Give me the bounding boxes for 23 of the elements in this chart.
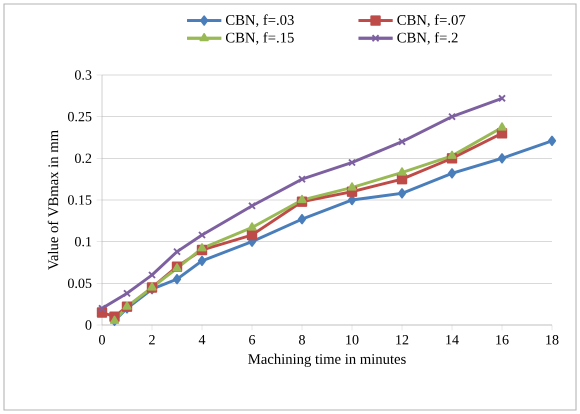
x-tick-label: 2 bbox=[149, 335, 155, 344]
y-tick-label: 0.25 bbox=[68, 112, 92, 122]
y-tick-label: 0.1 bbox=[74, 236, 92, 246]
y-tick-label: 0.3 bbox=[74, 70, 92, 80]
x-tick-label: 12 bbox=[396, 335, 408, 344]
x-tick-label: 4 bbox=[198, 335, 206, 344]
y-tick-label: 0 bbox=[85, 320, 92, 330]
x-tick-label: 16 bbox=[496, 335, 509, 344]
x-tick-label: 18 bbox=[546, 335, 558, 344]
y-tick-label: 0.15 bbox=[68, 195, 92, 205]
legend-label: CBN, f=.15 bbox=[226, 32, 294, 45]
x-tick-label: 14 bbox=[446, 335, 459, 344]
legend-label: CBN, f=.03 bbox=[226, 14, 294, 27]
y-axis-title: Value of VBmax in mm bbox=[48, 130, 58, 270]
y-tick-label: 0.05 bbox=[68, 278, 92, 288]
x-tick-label: 10 bbox=[346, 335, 358, 344]
x-tick-label: 0 bbox=[99, 335, 105, 344]
x-axis-title: Machining time in minutes bbox=[248, 354, 406, 367]
x-tick-label: 6 bbox=[249, 335, 256, 344]
legend-label: CBN, f=.2 bbox=[397, 32, 458, 45]
y-tick-label: 0.2 bbox=[74, 154, 92, 164]
x-tick-label: 8 bbox=[299, 335, 305, 344]
legend-label: CBN, f=.07 bbox=[397, 14, 466, 27]
